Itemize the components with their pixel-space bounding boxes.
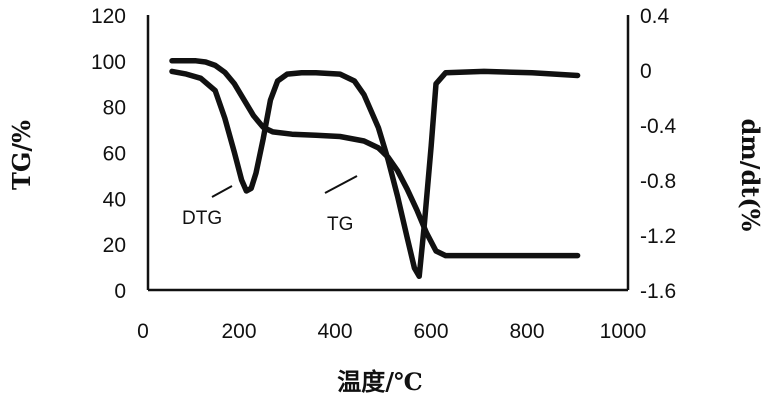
y-left-tick-label: 40 <box>103 188 126 211</box>
x-tick-label: 400 <box>317 320 352 343</box>
x-tick-label: 200 <box>221 320 256 343</box>
x-tick-label: 1000 <box>600 320 647 343</box>
y-left-axis-title: TG/% <box>7 120 36 190</box>
y-right-tick-label: 0 <box>640 60 652 83</box>
y-right-axis-title: dm/dt(% <box>736 119 762 232</box>
y-right-tick-label: -0.4 <box>640 115 677 138</box>
y-right-tick-label: -0.8 <box>640 170 676 193</box>
dtg-annotation-label: DTG <box>182 208 222 229</box>
dtg-series-line <box>169 68 581 280</box>
tg-series-line <box>169 58 581 259</box>
y-left-tick-label: 0 <box>114 280 126 303</box>
y-left-tick-label: 100 <box>91 51 126 74</box>
y-left-tick-label: 20 <box>103 234 126 257</box>
y-right-tick-label: 0.4 <box>640 5 670 28</box>
x-tick-labels: 0 200 400 600 800 1000 <box>137 320 646 343</box>
y-left-tick-labels: 0 20 40 60 80 100 120 <box>91 5 126 303</box>
y-right-tick-label: -1.6 <box>640 280 676 303</box>
x-tick-label: 800 <box>509 320 544 343</box>
y-left-tick-label: 60 <box>103 143 126 166</box>
y-left-tick-label: 80 <box>103 97 126 120</box>
dtg-annotation-leader <box>211 185 233 198</box>
y-right-tick-labels: -1.6 -1.2 -0.8 -0.4 0 0.4 <box>640 5 677 303</box>
tg-annotation-leader <box>324 175 358 194</box>
y-left-tick-label: 120 <box>91 5 126 28</box>
x-tick-label: 600 <box>413 320 448 343</box>
x-axis-title: 温度/℃ <box>337 367 423 396</box>
x-tick-label: 0 <box>137 320 149 343</box>
y-right-tick-label: -1.2 <box>640 225 676 248</box>
tg-annotation-label: TG <box>327 214 353 235</box>
